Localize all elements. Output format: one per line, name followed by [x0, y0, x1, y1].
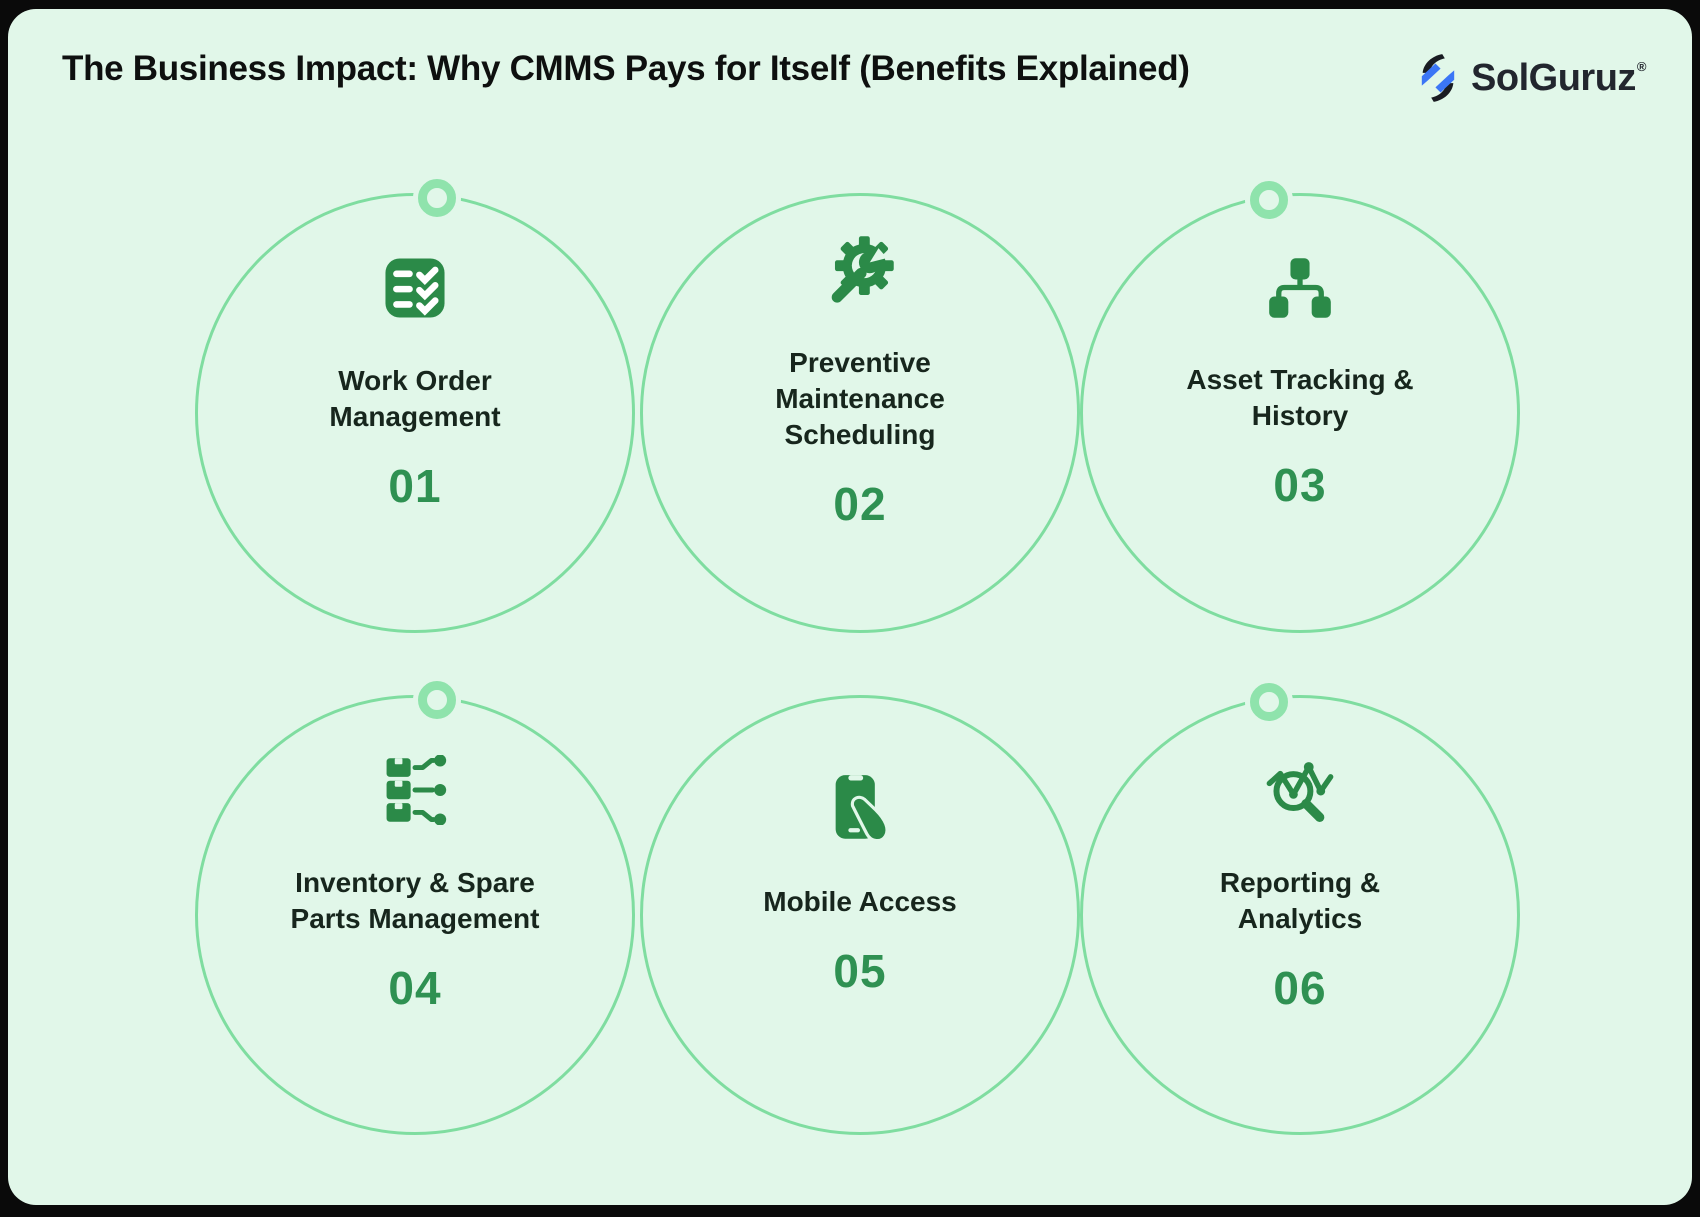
inventory-boxes-icon	[380, 755, 450, 826]
analytics-search-icon	[1265, 755, 1335, 825]
benefit-number: 04	[388, 961, 442, 1014]
benefit-circle-preventive-maintenance: Preventive Maintenance Scheduling 02	[640, 193, 1080, 633]
benefit-number: 02	[833, 477, 887, 530]
benefit-number: 01	[388, 459, 442, 512]
benefit-label: Preventive Maintenance Scheduling	[775, 347, 945, 450]
node-ring	[1250, 683, 1288, 721]
solguruz-logo-icon	[1421, 54, 1455, 102]
benefit-number: 03	[1273, 458, 1327, 511]
node-ring	[418, 681, 456, 719]
page-title: The Business Impact: Why CMMS Pays for I…	[62, 49, 1190, 88]
registered-mark: ®	[1636, 58, 1647, 74]
benefit-circle-inventory: Inventory & Spare Parts Management 04	[195, 681, 635, 1135]
benefit-circle-mobile-access: Mobile Access 05	[640, 695, 1080, 1135]
brand-name: SolGuruz ®	[1471, 56, 1647, 99]
brand-logo: SolGuruz ®	[1415, 51, 1647, 105]
benefit-label: Inventory & Spare Parts Management	[290, 867, 540, 934]
mobile-hand-icon	[826, 772, 894, 844]
benefit-circle-reporting: Reporting & Analytics 06	[1080, 683, 1520, 1135]
checklist-icon	[380, 253, 450, 323]
node-ring	[418, 179, 456, 217]
hierarchy-icon	[1266, 254, 1334, 322]
benefit-label: Mobile Access	[763, 886, 957, 918]
benefit-number: 06	[1273, 961, 1327, 1014]
benefit-label: Work Order Management	[329, 365, 501, 432]
infographic-panel: The Business Impact: Why CMMS Pays for I…	[8, 9, 1692, 1205]
node-ring	[1250, 181, 1288, 219]
benefit-number: 05	[833, 944, 887, 997]
benefit-label: Asset Tracking & History	[1186, 364, 1414, 431]
gear-wrench-icon	[823, 235, 897, 305]
benefit-label: Reporting & Analytics	[1219, 867, 1381, 934]
benefit-circle-work-order: Work Order Management 01	[195, 179, 635, 633]
benefit-circle-asset-tracking: Asset Tracking & History 03	[1080, 181, 1520, 633]
